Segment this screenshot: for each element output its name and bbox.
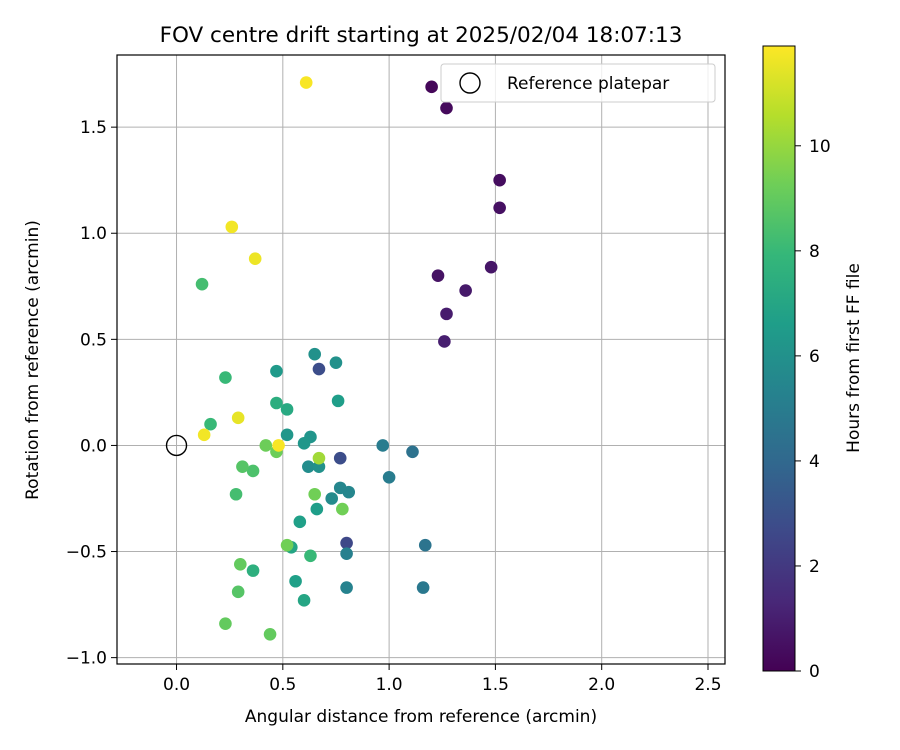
data-point xyxy=(333,451,347,465)
colorbar-tick-label: 4 xyxy=(809,452,820,472)
data-point xyxy=(302,460,315,473)
legend-marker xyxy=(459,72,481,94)
data-point xyxy=(416,581,430,594)
data-point xyxy=(246,564,260,577)
data-point xyxy=(297,437,311,450)
data-point xyxy=(246,464,260,478)
data-point xyxy=(406,445,419,459)
data-point xyxy=(336,502,349,516)
data-point xyxy=(376,439,390,452)
data-point xyxy=(308,347,322,361)
data-point xyxy=(280,538,294,552)
data-point xyxy=(340,547,353,560)
grid-lines xyxy=(117,55,725,664)
data-point xyxy=(308,487,322,501)
x-tick-label: 0.0 xyxy=(163,675,190,695)
data-point xyxy=(459,284,472,297)
x-tick-label: 1.5 xyxy=(482,675,509,695)
data-point xyxy=(219,371,232,384)
y-tick-label: 0.5 xyxy=(80,330,107,350)
x-axis-label: Angular distance from reference (arcmin) xyxy=(245,707,597,727)
colorbar-tick-label: 8 xyxy=(809,242,820,262)
data-point xyxy=(195,277,209,291)
data-point xyxy=(331,394,345,408)
colorbar-tick-label: 6 xyxy=(809,347,820,367)
data-point xyxy=(231,411,245,425)
legend-box xyxy=(440,63,716,103)
data-point xyxy=(382,470,396,484)
colorbar-gradient xyxy=(762,45,796,672)
data-point xyxy=(418,538,432,552)
data-point xyxy=(333,481,347,495)
data-point xyxy=(304,549,317,563)
scatter-points xyxy=(195,76,506,641)
data-point xyxy=(329,356,343,369)
data-point xyxy=(340,581,353,594)
plot-area: 0.0 0.5 1.0 1.5 2.0 2.5 −1.0 −0.5 0.0 0.5 1.0 1.5 xyxy=(66,54,726,695)
data-point xyxy=(299,76,313,89)
data-point xyxy=(493,173,506,187)
colorbar-tick-label: 10 xyxy=(809,137,831,157)
x-axis-ticks: 0.0 0.5 1.0 1.5 2.0 2.5 xyxy=(163,664,722,695)
legend: Reference platepar xyxy=(440,63,716,103)
y-tick-label: −0.5 xyxy=(66,543,107,563)
colorbar-tick-label: 2 xyxy=(809,557,820,577)
data-point xyxy=(259,439,273,452)
data-point xyxy=(219,617,232,630)
data-point xyxy=(197,428,211,442)
data-point xyxy=(263,627,277,641)
data-point xyxy=(248,252,262,266)
data-point xyxy=(340,536,353,550)
data-point xyxy=(293,515,307,529)
x-tick-label: 1.0 xyxy=(376,675,403,695)
data-point xyxy=(229,487,243,501)
data-point xyxy=(438,335,451,348)
reference-platepar-point xyxy=(165,434,188,457)
data-point xyxy=(297,594,311,607)
colorbar-label: Hours from first FF file xyxy=(844,263,864,453)
data-point xyxy=(289,574,302,588)
data-point xyxy=(280,403,294,416)
data-point xyxy=(440,307,453,321)
data-point xyxy=(493,201,506,215)
data-point xyxy=(431,269,445,282)
data-point xyxy=(231,585,245,599)
data-point xyxy=(312,451,326,465)
legend-label: Reference platepar xyxy=(507,74,669,94)
x-tick-label: 0.5 xyxy=(269,675,296,695)
data-point xyxy=(234,557,247,571)
data-point xyxy=(325,492,339,505)
y-tick-label: 1.5 xyxy=(80,118,107,138)
chart-title: FOV centre drift starting at 2025/02/04 … xyxy=(160,23,683,48)
data-point xyxy=(280,428,294,442)
data-point xyxy=(312,362,326,376)
data-point xyxy=(225,220,239,234)
colorbar-tick-label: 0 xyxy=(809,662,820,682)
data-point xyxy=(236,460,249,473)
colorbar-ticks: 0 2 4 6 8 10 xyxy=(795,137,831,682)
data-point xyxy=(425,80,438,94)
colorbar: 0 2 4 6 8 10 Hours from first FF file xyxy=(762,45,864,682)
data-point xyxy=(272,439,285,452)
data-point xyxy=(204,417,217,431)
data-point xyxy=(484,260,498,274)
data-point xyxy=(270,396,283,410)
data-point xyxy=(270,364,283,378)
x-tick-label: 2.0 xyxy=(588,675,615,695)
y-axis-label: Rotation from reference (arcmin) xyxy=(23,220,43,500)
plot-frame xyxy=(116,54,726,665)
y-tick-label: −1.0 xyxy=(66,649,107,669)
reference-marker xyxy=(165,434,188,457)
y-tick-label: 0.0 xyxy=(80,436,107,456)
data-point xyxy=(440,101,453,115)
data-point xyxy=(310,502,324,516)
y-tick-label: 1.0 xyxy=(80,224,107,244)
x-tick-label: 2.5 xyxy=(694,675,721,695)
y-axis-ticks: −1.0 −0.5 0.0 0.5 1.0 1.5 xyxy=(66,118,117,669)
